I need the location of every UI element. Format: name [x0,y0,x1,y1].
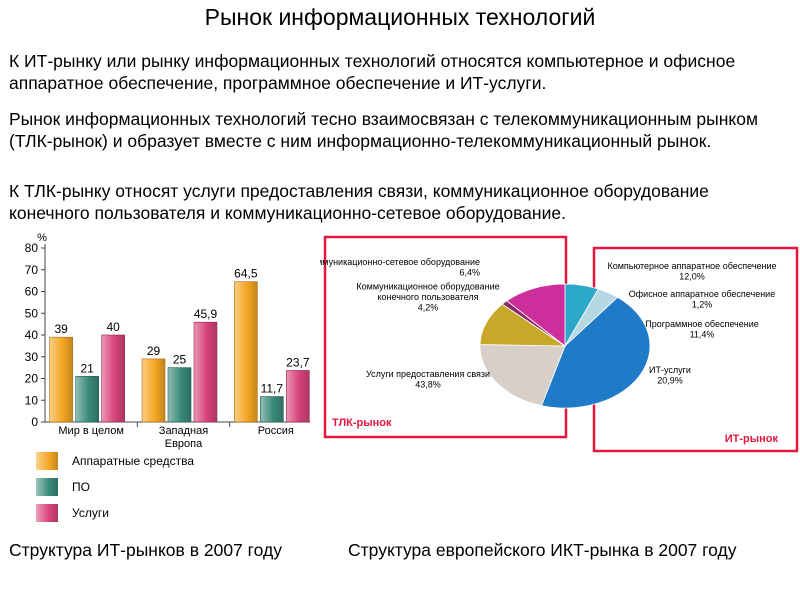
slice-label-line: конечного пользователя [378,292,479,302]
slice-label-line: Офисное аппаратное обеспечение [629,289,775,299]
y-tick-label: 40 [25,328,39,342]
slice-label: Офисное аппаратное обеспечение [629,289,775,299]
bar-value-label: 21 [80,361,94,375]
bar [101,334,125,423]
bar-value-label: 11,7 [261,382,284,396]
legend-item: Аппаратные средства [32,450,252,472]
legend-label: ПО [72,480,90,494]
slice-value-label: 6,4% [459,267,480,277]
bar-value-label: 45,9 [194,307,218,321]
slice-label: Коммуникационно-сетевое оборудование [320,257,480,267]
bar [167,367,192,423]
bar-chart: % 0 10 20 30 40 50 60 70 80 39 21 40 Мир в целом 29 25 4… [25,232,310,450]
slice-label-line: Программное обеспечение [645,319,758,329]
pie-slice [540,296,651,409]
slice-value-label: 1,2% [692,299,713,309]
bar-value-label: 23,7 [286,355,310,369]
slice-value-label: 4,2% [418,303,439,313]
slice-label-line: Коммуникационное оборудование [356,282,499,292]
page-title: Рынок информационных технологий [204,4,596,30]
y-tick-label: 30 [25,350,39,364]
paragraph-tlk-relation: Рынок информационных технологий тесно вз… [9,109,758,151]
slice-label-line: Коммуникационно-сетевое оборудование [320,257,480,267]
bar-value-label: 39 [54,322,68,336]
tlk-market-label: ТЛК-рынок [332,417,392,429]
bar [75,376,99,423]
bar-value-label: 64,5 [234,267,258,281]
bar-value-label: 40 [106,320,120,334]
slice-value-label: 12,0% [679,271,705,281]
bar-value-label: 29 [147,344,161,358]
legend-swatch [36,504,58,522]
y-axis-label: % [37,232,47,244]
y-tick-label: 20 [25,372,39,386]
legend-label: Аппаратные средства [72,454,195,468]
x-tick-label: Западная Европа [159,425,208,450]
slice-label: Коммуникационное оборудование конечного п… [356,282,499,303]
x-tick-label: Россия [258,425,294,437]
caption-it-markets: Структура ИТ-рынков в 2007 году [9,540,282,560]
bar [141,358,166,423]
slice-label: Компьютерное аппаратное обеспечение [607,261,776,271]
bar [49,336,73,423]
bar-value-label: 25 [173,353,187,367]
slice-value-label: 43,8% [415,379,441,389]
bar [286,370,310,423]
legend-swatch [36,452,58,470]
slice-label-line: Услуги предоставления связи [366,369,490,379]
bar [260,396,284,423]
x-tick-label: Мир в целом [58,425,124,437]
pie-slice [506,283,566,347]
bar [234,281,258,423]
x-tick-label-line: Европа [165,438,203,450]
paragraph-it-market: К ИТ-рынку или рынку информационных техн… [9,51,736,93]
it-market-label: ИТ-рынок [725,433,779,445]
slice-value-label: 11,4% [690,329,715,339]
slice-label: Услуги предоставления связи [366,369,490,379]
slice-value-label: 20,9% [657,375,683,385]
x-tick-label-line: Россия [258,425,294,437]
y-tick-label: 50 [25,306,39,320]
x-tick-label-line: Мир в целом [58,425,124,437]
pie-chart: ТЛК-рынок ИТ-рынок Коммуникационно-сетевое… [320,235,799,453]
paragraph-tlk-composition: К ТЛК-рынку относят услуги предоставлени… [9,181,709,223]
legend-item: Услуги [32,502,252,524]
legend-label: Услуги [72,506,109,520]
y-tick-label: 0 [31,415,38,429]
legend-item: ПО [32,476,252,498]
y-tick-label: 70 [25,263,39,277]
slice-label: Программное обеспечение [645,319,758,329]
y-tick-label: 60 [25,285,39,299]
pie-slice [479,344,566,407]
slice-label-line: Компьютерное аппаратное обеспечение [607,261,776,271]
bar [193,321,218,423]
y-tick-label: 10 [25,393,39,407]
x-tick-label-line: Западная [159,425,208,437]
slice-label: ИТ-услуги [649,365,691,375]
caption-ict-market: Структура европейского ИКТ-рынка в 2007 … [348,540,737,560]
legend-swatch [36,478,58,496]
y-tick-label: 80 [25,241,39,255]
slice-label-line: ИТ-услуги [649,365,691,375]
